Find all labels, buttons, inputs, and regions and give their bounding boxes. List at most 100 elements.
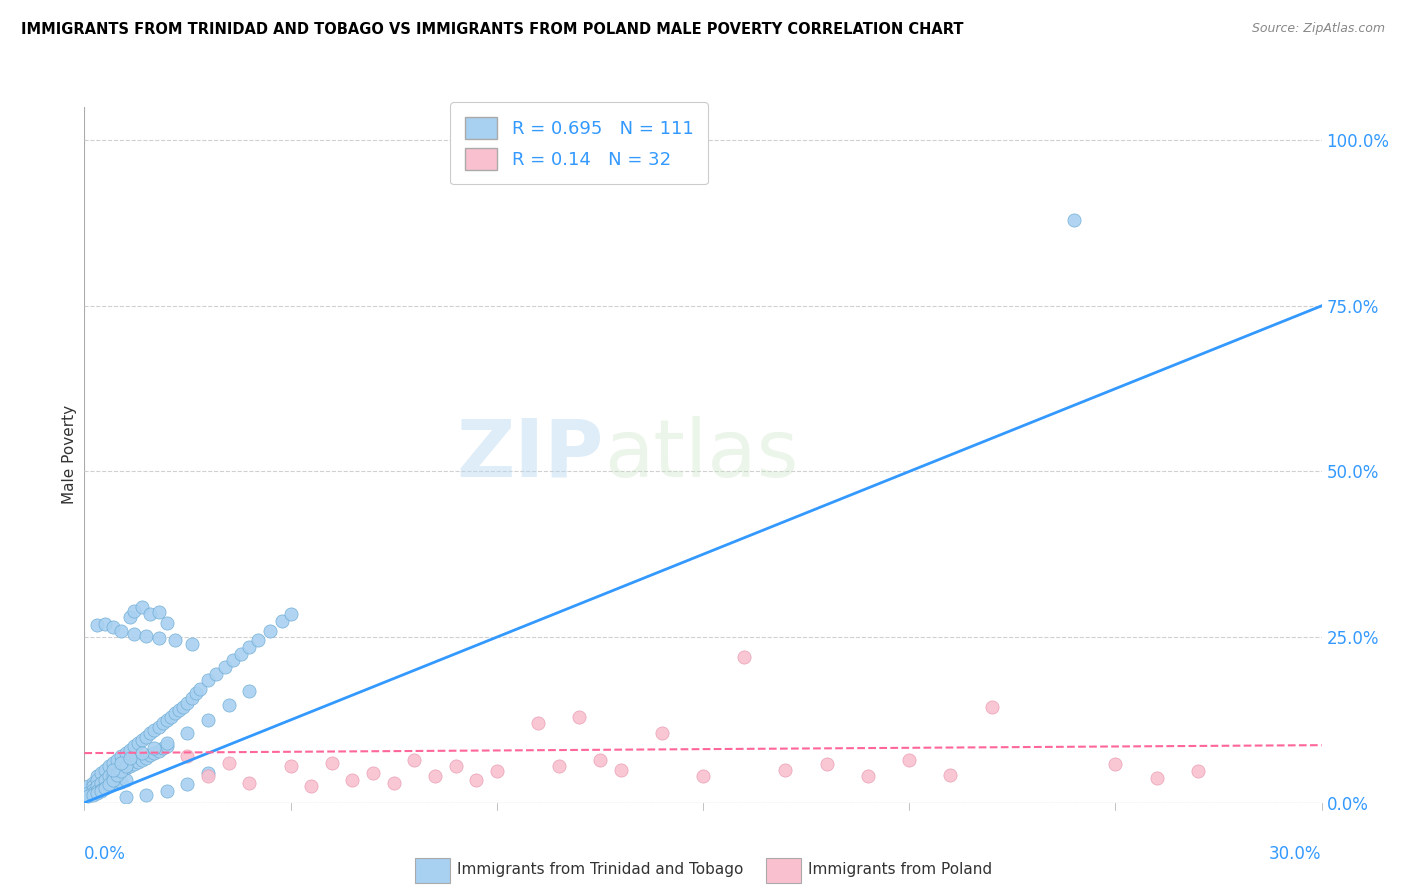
Point xyxy=(692,769,714,783)
Text: Immigrants from Poland: Immigrants from Poland xyxy=(808,863,993,877)
Point xyxy=(229,647,252,661)
Point xyxy=(118,759,141,773)
Point xyxy=(131,732,153,747)
Point xyxy=(114,772,136,787)
Point xyxy=(148,744,170,758)
Point xyxy=(105,776,128,790)
Point xyxy=(238,776,260,790)
Point xyxy=(143,741,166,756)
Point xyxy=(90,776,112,790)
Point xyxy=(77,782,100,797)
Point xyxy=(188,681,211,696)
Point xyxy=(180,691,202,706)
Point xyxy=(156,739,179,754)
Point xyxy=(82,782,104,797)
Text: Immigrants from Trinidad and Tobago: Immigrants from Trinidad and Tobago xyxy=(457,863,744,877)
Point xyxy=(271,614,294,628)
Point xyxy=(122,757,145,772)
Point xyxy=(86,779,108,793)
Point xyxy=(214,660,236,674)
Point xyxy=(246,633,269,648)
Point xyxy=(197,766,219,780)
Point xyxy=(139,607,162,621)
Point xyxy=(114,761,136,775)
Point xyxy=(156,784,179,798)
Point xyxy=(939,768,962,782)
Point xyxy=(218,698,240,712)
Point xyxy=(160,709,183,723)
Point xyxy=(152,716,174,731)
Point xyxy=(110,774,132,789)
Point xyxy=(218,756,240,770)
Point xyxy=(342,772,364,787)
Point xyxy=(103,763,125,777)
Point xyxy=(148,632,170,646)
Text: ZIP: ZIP xyxy=(457,416,605,494)
Point xyxy=(609,763,631,777)
Point xyxy=(114,759,136,773)
Point xyxy=(110,749,132,764)
Text: atlas: atlas xyxy=(605,416,799,494)
Point xyxy=(898,753,921,767)
Point xyxy=(86,769,108,783)
Point xyxy=(156,713,179,727)
Point xyxy=(103,620,125,634)
Point xyxy=(165,633,187,648)
Point xyxy=(1146,771,1168,785)
Point xyxy=(152,741,174,756)
Point xyxy=(197,673,219,688)
Y-axis label: Male Poverty: Male Poverty xyxy=(62,405,77,505)
Point xyxy=(90,784,112,798)
Point xyxy=(135,629,157,643)
Point xyxy=(82,779,104,793)
Point xyxy=(176,726,198,740)
Text: Source: ZipAtlas.com: Source: ZipAtlas.com xyxy=(1251,22,1385,36)
Point xyxy=(148,605,170,619)
Point xyxy=(86,618,108,632)
Point xyxy=(98,759,121,773)
Point xyxy=(197,769,219,783)
Point xyxy=(259,624,281,638)
Point xyxy=(143,746,166,760)
Point xyxy=(238,640,260,654)
Point xyxy=(444,759,467,773)
Point xyxy=(127,736,149,750)
Point xyxy=(77,789,100,804)
Point xyxy=(118,743,141,757)
Point xyxy=(148,720,170,734)
Point xyxy=(176,697,198,711)
Point xyxy=(404,753,426,767)
Point xyxy=(94,772,117,787)
Point xyxy=(131,753,153,767)
Point xyxy=(485,764,508,778)
Point xyxy=(118,610,141,624)
Point xyxy=(167,703,190,717)
Point xyxy=(176,777,198,791)
Text: IMMIGRANTS FROM TRINIDAD AND TOBAGO VS IMMIGRANTS FROM POLAND MALE POVERTY CORRE: IMMIGRANTS FROM TRINIDAD AND TOBAGO VS I… xyxy=(21,22,963,37)
Point xyxy=(465,772,488,787)
Point xyxy=(165,706,187,721)
Point xyxy=(110,764,132,778)
Point xyxy=(131,746,153,760)
Point xyxy=(280,607,302,621)
Point xyxy=(122,627,145,641)
Point xyxy=(105,766,128,780)
Point xyxy=(176,749,198,764)
Point xyxy=(589,753,612,767)
Point xyxy=(197,713,219,727)
Point xyxy=(110,764,132,778)
Point xyxy=(86,772,108,787)
Point xyxy=(82,788,104,802)
Point xyxy=(238,684,260,698)
Point xyxy=(94,781,117,796)
Point xyxy=(184,686,207,700)
Point xyxy=(382,776,405,790)
Point xyxy=(547,759,569,773)
Point xyxy=(114,790,136,805)
Point xyxy=(82,786,104,800)
Point xyxy=(77,779,100,793)
Point xyxy=(110,624,132,638)
Point xyxy=(90,766,112,780)
Point xyxy=(135,730,157,744)
Point xyxy=(103,768,125,782)
